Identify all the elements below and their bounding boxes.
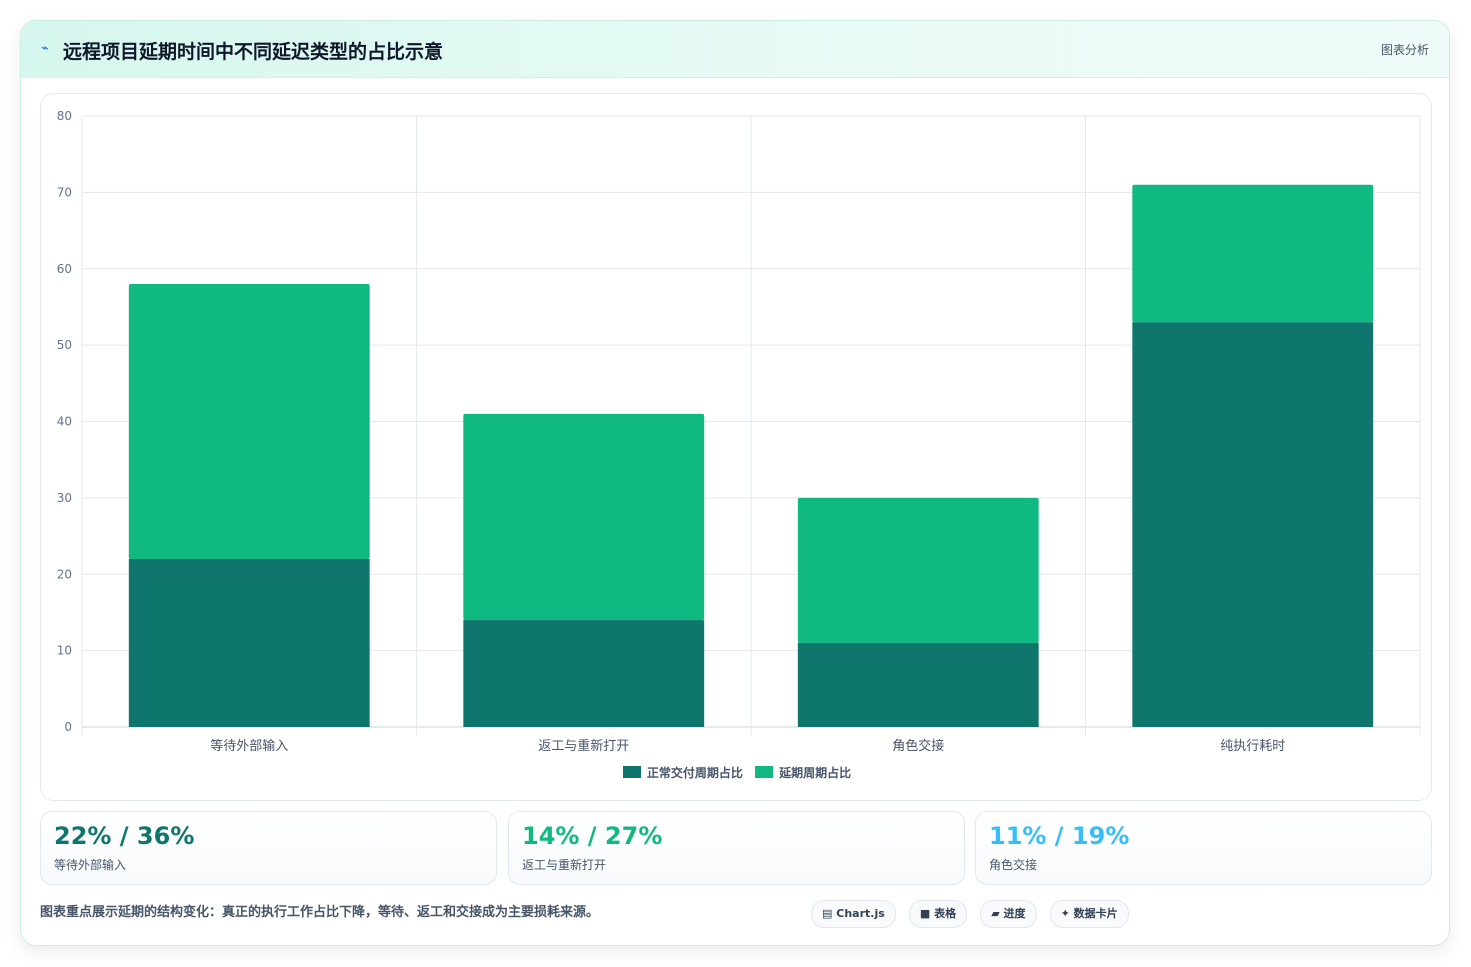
- x-tick-label: 返工与重新打开: [538, 738, 629, 754]
- y-tick-label: 70: [57, 185, 72, 199]
- stat-card-value: 11% / 19%: [989, 822, 1130, 850]
- tech-chips: ▤ Chart.js ■ 表格 ▰ 进度 ✦ 数据卡片: [811, 900, 1137, 928]
- chip-data-card[interactable]: ✦ 数据卡片: [1049, 900, 1129, 928]
- chip-progress[interactable]: ▰ 进度: [980, 900, 1037, 928]
- legend-label-series-1: 正常交付周期占比: [646, 766, 743, 780]
- y-tick-label: 20: [57, 567, 72, 581]
- chart-legend: 正常交付周期占比 延期周期占比: [41, 764, 1433, 781]
- stat-card-label: 角色交接: [989, 858, 1038, 872]
- bar-segment: [128, 284, 370, 559]
- bar-segment: [128, 558, 370, 727]
- chip-label: 数据卡片: [1073, 907, 1118, 920]
- x-tick-label: 角色交接: [892, 738, 944, 754]
- chip-label: 表格: [934, 907, 957, 920]
- chart-container: 0 10 20 30 40 50 60 70 80 等待外部输入 返工与重新打开 角色交接 纯执行耗时 …: [40, 93, 1432, 801]
- bar-segment: [797, 642, 1039, 727]
- stat-card-value: 14% / 27%: [522, 822, 663, 850]
- legend-swatch-series-1: [622, 766, 641, 778]
- stat-card-2: 14% / 27% 返工与重新打开: [508, 811, 965, 885]
- sparkle-icon: ⌁: [41, 41, 49, 56]
- stat-card-label: 等待外部输入: [54, 858, 127, 872]
- y-tick-label: 80: [57, 109, 72, 123]
- legend-swatch-series-2: [755, 766, 774, 778]
- stacked-bar-chart: 0 10 20 30 40 50 60 70 80 等待外部输入 返工与重新打开 角色交接 纯执行耗时: [57, 109, 1421, 754]
- footer-description: 图表重点展示延期的结构变化：真正的执行工作占比下降，等待、返工和交接成为主要损耗…: [40, 905, 600, 920]
- bar-segment: [1132, 322, 1374, 727]
- y-tick-label: 40: [57, 415, 72, 429]
- stat-card-3: 11% / 19% 角色交接: [975, 811, 1432, 885]
- chip-label: 进度: [1003, 907, 1026, 920]
- bar-segment: [1132, 184, 1374, 323]
- stat-card-1: 22% / 36% 等待外部输入: [40, 811, 497, 885]
- chip-chartjs[interactable]: ▤ Chart.js: [811, 900, 896, 928]
- y-tick-label: 0: [64, 720, 72, 734]
- legend-item-series-2[interactable]: 延期周期占比: [755, 764, 851, 781]
- x-tick-label: 等待外部输入: [210, 738, 288, 754]
- chip-table[interactable]: ■ 表格: [908, 900, 968, 928]
- legend-item-series-1[interactable]: 正常交付周期占比: [622, 764, 743, 781]
- legend-label-series-2: 延期周期占比: [779, 766, 852, 780]
- progress-icon: ▰: [991, 907, 1000, 920]
- header-tag: 图表分析: [1380, 43, 1429, 57]
- bar-segment: [797, 497, 1039, 643]
- stat-card-value: 22% / 36%: [54, 822, 195, 850]
- panel-header: ⌁ 远程项目延期时间中不同延迟类型的占比示意 图表分析: [21, 21, 1449, 78]
- card-icon: ✦: [1060, 907, 1070, 920]
- table-icon: ■: [919, 907, 931, 920]
- y-tick-label: 50: [57, 338, 72, 352]
- stat-card-label: 返工与重新打开: [522, 858, 607, 872]
- bar-segment: [463, 413, 705, 621]
- chart-icon: ▤: [822, 907, 833, 920]
- chip-label: Chart.js: [836, 907, 885, 920]
- page-title: 远程项目延期时间中不同延迟类型的占比示意: [63, 41, 444, 63]
- y-tick-label: 60: [57, 262, 72, 276]
- x-tick-label: 纯执行耗时: [1220, 739, 1285, 754]
- bar-segment: [463, 620, 705, 727]
- y-tick-label: 10: [57, 644, 72, 658]
- chart-panel: ⌁ 远程项目延期时间中不同延迟类型的占比示意 图表分析 0 10 20 30 40 50 6…: [20, 20, 1450, 946]
- y-tick-label: 30: [57, 491, 72, 505]
